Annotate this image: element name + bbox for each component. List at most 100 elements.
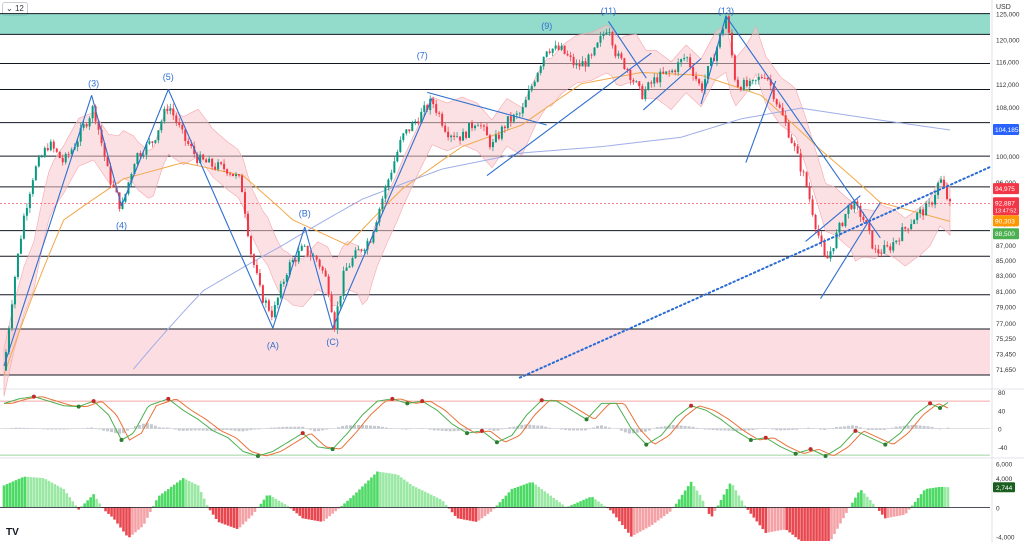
candle-body bbox=[503, 126, 506, 129]
momentum-histogram-bar bbox=[244, 507, 248, 522]
oscillator-cross-dot bbox=[793, 451, 798, 456]
candle-body bbox=[629, 69, 632, 81]
momentum-histogram-bar bbox=[277, 500, 281, 508]
momentum-histogram-bar bbox=[184, 479, 188, 508]
candle-body bbox=[363, 249, 366, 251]
candle-body bbox=[632, 80, 635, 82]
candle-body bbox=[384, 186, 387, 199]
candle-body bbox=[886, 245, 889, 247]
candle-body bbox=[157, 130, 160, 141]
currency-label: USD bbox=[996, 4, 1011, 11]
momentum-histogram-bar bbox=[283, 504, 287, 508]
candle-body bbox=[874, 248, 877, 250]
candle-body bbox=[223, 163, 226, 170]
momentum-histogram-bar bbox=[382, 472, 385, 508]
candle-body bbox=[399, 139, 402, 152]
momentum-histogram-bar bbox=[752, 507, 756, 518]
candle-body bbox=[339, 296, 342, 307]
candle-body bbox=[91, 106, 94, 119]
candle-body bbox=[623, 58, 626, 70]
momentum-histogram-bar bbox=[352, 495, 355, 508]
candle-body bbox=[357, 249, 360, 251]
candle-body bbox=[509, 116, 512, 122]
candle-body bbox=[261, 285, 264, 303]
wave-label: (C) bbox=[326, 337, 339, 347]
candle-body bbox=[793, 142, 796, 147]
candle-body bbox=[650, 82, 653, 84]
oscillator-histogram-bar bbox=[26, 428, 30, 429]
momentum-histogram-bar bbox=[193, 483, 197, 508]
oscillator-histogram-bar bbox=[703, 428, 707, 430]
oscillator-histogram-bar bbox=[42, 428, 46, 430]
momentum-tick-label: 4,000 bbox=[996, 476, 1013, 483]
trendline bbox=[167, 89, 274, 329]
candle-body bbox=[240, 175, 243, 193]
candle-body bbox=[61, 158, 64, 163]
trendline bbox=[486, 52, 652, 177]
candle-body bbox=[76, 141, 79, 147]
momentum-histogram-bar bbox=[14, 480, 18, 508]
candle-body bbox=[327, 276, 330, 295]
candle-body bbox=[479, 125, 482, 127]
oscillator-cross-dot bbox=[494, 440, 499, 445]
momentum-histogram-bar bbox=[510, 489, 514, 508]
candle-body bbox=[235, 174, 238, 177]
candle-body bbox=[698, 79, 701, 84]
momentum-histogram-bar bbox=[558, 502, 561, 508]
candle-body bbox=[557, 45, 560, 50]
candle-body bbox=[602, 34, 605, 37]
candle-body bbox=[730, 32, 733, 56]
oscillator-histogram-bar bbox=[675, 425, 679, 429]
candle-body bbox=[342, 270, 345, 297]
oscillator-histogram-bar bbox=[408, 428, 412, 430]
oscillator-histogram-bar bbox=[775, 428, 779, 431]
oscillator-histogram-bar bbox=[121, 428, 125, 434]
oscillator-histogram-bar bbox=[584, 428, 588, 431]
momentum-histogram-bar bbox=[301, 507, 305, 519]
oscillator-histogram-bar bbox=[500, 428, 504, 430]
candle-body bbox=[82, 124, 85, 128]
oscillator-histogram-bar bbox=[691, 426, 695, 429]
candle-body bbox=[913, 219, 916, 225]
momentum-histogram-bar bbox=[5, 484, 9, 508]
oscillator-cross-dot bbox=[644, 442, 649, 447]
momentum-histogram-bar bbox=[59, 487, 63, 508]
oscillator-histogram-bar bbox=[317, 428, 321, 432]
momentum-histogram-bar bbox=[441, 501, 445, 508]
momentum-histogram-bar bbox=[552, 497, 555, 508]
momentum-histogram-bar bbox=[743, 505, 747, 508]
momentum-histogram-bar bbox=[92, 494, 95, 508]
candle-body bbox=[704, 79, 707, 91]
momentum-histogram-bar bbox=[474, 507, 478, 522]
trendline bbox=[642, 58, 702, 111]
candle-body bbox=[599, 36, 602, 43]
oscillator-histogram-bar bbox=[679, 425, 683, 429]
momentum-histogram-bar bbox=[468, 507, 472, 521]
candle-body bbox=[659, 71, 662, 83]
momentum-histogram-bar bbox=[588, 497, 591, 508]
momentum-histogram-bar bbox=[447, 507, 451, 509]
oscillator-histogram-bar bbox=[663, 426, 667, 429]
momentum-histogram-bar bbox=[719, 500, 723, 508]
candle-body bbox=[581, 61, 584, 67]
momentum-histogram-bar bbox=[928, 488, 932, 508]
oscillator-histogram-bar bbox=[846, 425, 850, 429]
candle-body bbox=[139, 152, 142, 157]
oscillator-histogram-bar bbox=[834, 427, 838, 429]
candle-body bbox=[916, 212, 919, 220]
momentum-histogram-bar bbox=[910, 505, 914, 508]
oscillator-histogram-bar bbox=[297, 426, 301, 429]
candle-body bbox=[802, 171, 805, 173]
oscillator-cross-dot bbox=[584, 417, 589, 422]
oscillator-histogram-bar bbox=[245, 428, 249, 431]
wave-label: (5) bbox=[163, 72, 174, 82]
candle-body bbox=[769, 79, 772, 86]
oscillator-histogram-bar bbox=[452, 428, 456, 432]
candle-body bbox=[28, 193, 31, 209]
momentum-histogram-bar bbox=[779, 507, 783, 531]
candle-body bbox=[626, 69, 629, 70]
oscillator-histogram-bar bbox=[400, 428, 404, 430]
candle-body bbox=[354, 250, 357, 259]
oscillator-histogram-bar bbox=[910, 424, 914, 429]
